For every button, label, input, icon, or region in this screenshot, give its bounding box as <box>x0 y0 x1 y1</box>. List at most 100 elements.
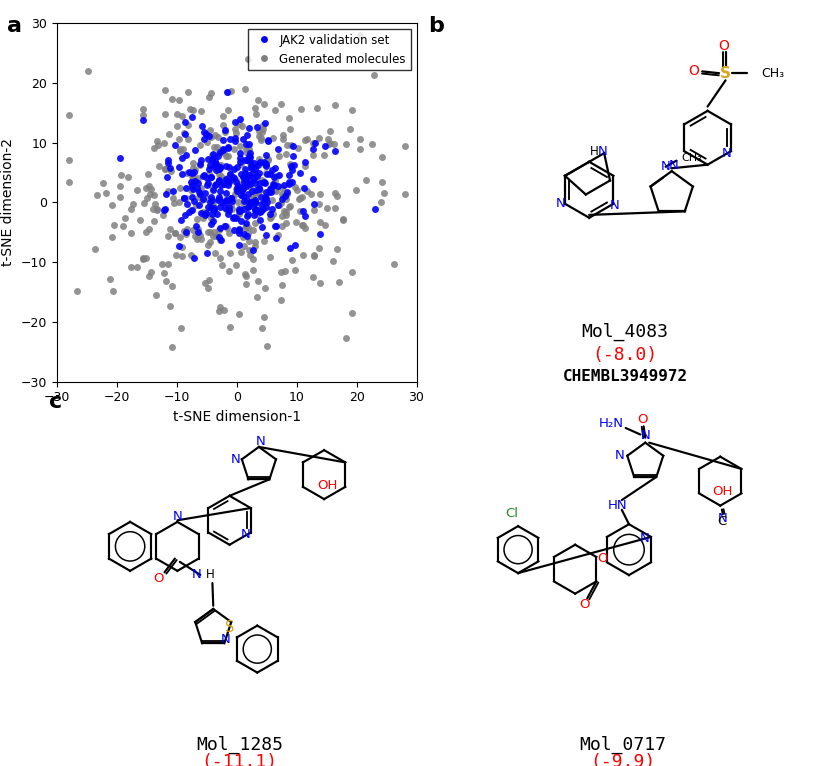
Point <box>185 191 198 203</box>
Point <box>275 266 288 278</box>
Point <box>222 204 235 216</box>
Point <box>266 194 279 206</box>
Point <box>235 188 248 201</box>
Point <box>233 113 246 125</box>
Text: N: N <box>661 160 671 173</box>
Point <box>186 224 199 236</box>
Point <box>314 228 327 241</box>
Point <box>298 182 311 194</box>
Text: O: O <box>718 39 729 54</box>
Text: Mol_1285: Mol_1285 <box>196 736 283 755</box>
Point <box>214 301 227 313</box>
Point <box>307 137 320 149</box>
Point <box>212 231 225 243</box>
Text: H₂N: H₂N <box>598 417 624 430</box>
Point <box>169 227 182 239</box>
Point <box>210 158 223 170</box>
Point <box>100 186 113 198</box>
Point <box>188 164 201 176</box>
Point <box>194 207 207 219</box>
Point <box>180 149 193 162</box>
Point <box>295 103 308 115</box>
Text: N: N <box>640 532 650 545</box>
Point <box>192 226 205 238</box>
Point <box>237 203 250 215</box>
Point <box>272 229 285 241</box>
Point <box>286 149 299 162</box>
Point <box>244 249 257 261</box>
Text: N: N <box>172 509 182 522</box>
Point <box>199 207 212 219</box>
Point <box>233 203 246 215</box>
Point <box>222 174 235 186</box>
Point <box>201 247 214 260</box>
Point <box>251 204 264 216</box>
Point <box>176 152 189 164</box>
Point <box>167 185 180 197</box>
Point <box>220 194 233 206</box>
Point <box>240 180 253 192</box>
Point <box>263 183 276 195</box>
Point <box>237 181 250 193</box>
Point <box>208 204 221 216</box>
Point <box>317 149 330 161</box>
Point <box>269 185 282 198</box>
Point <box>249 195 262 208</box>
Point <box>238 222 251 234</box>
Point <box>186 156 199 169</box>
Point <box>150 135 163 147</box>
Point <box>247 157 260 169</box>
Point <box>247 253 260 265</box>
Point <box>158 267 171 279</box>
Point <box>136 109 149 121</box>
Point <box>220 150 233 162</box>
Point <box>211 208 224 221</box>
Point <box>254 132 267 144</box>
Point <box>205 198 218 210</box>
Point <box>177 192 190 205</box>
Point <box>177 192 190 205</box>
Point <box>250 185 263 197</box>
Point <box>206 194 219 206</box>
Point <box>259 192 272 204</box>
Point <box>191 177 204 189</box>
Point <box>184 248 197 260</box>
Point <box>276 133 289 145</box>
Point <box>289 182 302 194</box>
Point <box>189 220 202 232</box>
Point <box>218 178 231 191</box>
Point <box>259 282 272 294</box>
Point <box>191 172 204 184</box>
Point <box>192 186 205 198</box>
Point <box>216 143 229 155</box>
Point <box>124 260 137 273</box>
Point <box>276 182 289 194</box>
Text: O: O <box>154 571 164 584</box>
Point <box>224 85 237 97</box>
Point <box>301 185 314 197</box>
Point <box>277 205 290 217</box>
Point <box>213 201 226 214</box>
Point <box>314 216 327 228</box>
Point <box>353 142 366 155</box>
Point <box>202 153 215 165</box>
Text: OH: OH <box>712 485 733 498</box>
Point <box>228 123 241 135</box>
Point <box>264 185 277 198</box>
Point <box>233 239 246 251</box>
Point <box>224 321 237 333</box>
Point <box>211 141 224 153</box>
Point <box>224 133 237 145</box>
Point <box>162 230 175 242</box>
Point <box>250 208 263 220</box>
Point <box>261 154 274 166</box>
Point <box>184 103 197 115</box>
Text: (-11.1): (-11.1) <box>202 753 277 766</box>
Point <box>158 137 171 149</box>
Point <box>337 213 350 225</box>
Point <box>229 132 242 144</box>
Point <box>259 116 272 129</box>
Point <box>200 128 213 140</box>
Point <box>398 140 411 152</box>
Point <box>195 153 208 165</box>
